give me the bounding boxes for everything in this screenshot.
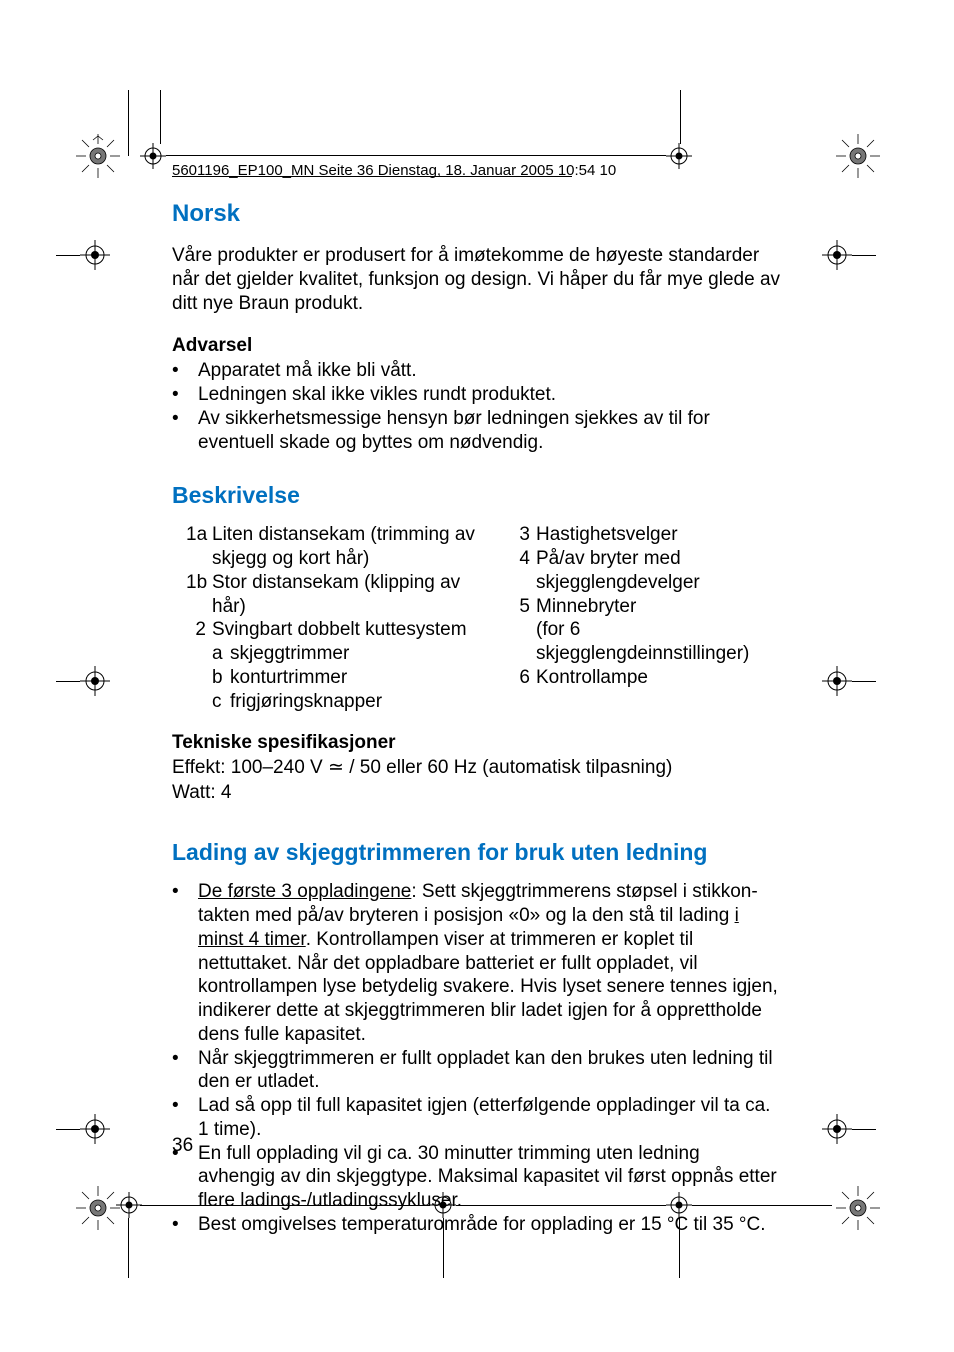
desc-num: 1a — [186, 523, 212, 571]
crop-sunburst-tl — [76, 134, 120, 183]
desc-sub-text: frigjøringsknapper — [230, 690, 382, 714]
beskrivelse-heading: Beskrivelse — [172, 482, 782, 509]
print-header: 5601196_EP100_MN Seite 36 Dienstag, 18. … — [172, 162, 616, 179]
desc-text: Svingbart dobbelt kuttesystem — [212, 618, 492, 642]
crop-sunburst-bl — [76, 1186, 120, 1235]
register-mark — [666, 143, 692, 169]
register-mark — [140, 143, 166, 169]
page-number: 36 — [172, 1135, 193, 1157]
list-item: De første 3 oppladingene: Sett skjeggtri… — [172, 880, 782, 1046]
advarsel-list: Apparatet må ikke bli vått. Ledningen sk… — [172, 359, 782, 454]
list-item: Ledningen skal ikke vikles rundt produkt… — [172, 383, 782, 407]
crop-line — [128, 1218, 129, 1278]
list-item: Av sikkerhetsmessige hensyn bør ledninge… — [172, 407, 782, 455]
crop-sunburst-tr — [836, 134, 880, 183]
list-item: Best omgivelses temperaturområde for opp… — [172, 1213, 782, 1237]
desc-num: 2 — [186, 618, 212, 642]
list-item: Apparatet må ikke bli vått. — [172, 359, 782, 383]
crop-line — [852, 1129, 876, 1130]
crop-line — [56, 1129, 80, 1130]
tekniske-block: Tekniske spesifikasjoner Effekt: 100–240… — [172, 731, 782, 805]
list-item: Lad så opp til full kapasitet igjen (ett… — [172, 1094, 782, 1142]
page-content: 5601196_EP100_MN Seite 36 Dienstag, 18. … — [172, 200, 782, 1265]
intro-paragraph: Våre produkter er produsert for å imøtek… — [172, 244, 782, 315]
register-mark — [116, 1192, 142, 1218]
desc-text: (for 6 skjegglengdeinnstillinger) — [536, 618, 780, 666]
desc-sub-letter: c — [212, 690, 230, 714]
desc-sub-letter: a — [212, 642, 230, 666]
description-columns: 1aLiten distansekam (trimming av skjegg … — [172, 523, 782, 713]
crop-line — [160, 90, 161, 144]
lading-list: De første 3 oppladingene: Sett skjeggtri… — [172, 880, 782, 1236]
desc-text: Liten distansekam (trimming av skjegg og… — [212, 523, 492, 571]
list-item: En full opplading vil gi ca. 30 minutter… — [172, 1142, 782, 1213]
tekniske-line: Effekt: 100–240 V ≃ / 50 eller 60 Hz (au… — [172, 756, 782, 781]
desc-text: Hastighetsvelger — [536, 523, 780, 547]
tekniske-line: Watt: 4 — [172, 781, 782, 806]
crop-line — [56, 681, 80, 682]
register-mark — [80, 666, 110, 696]
crop-line — [166, 155, 666, 156]
desc-sub-text: skjeggtrimmer — [230, 642, 349, 666]
desc-sub-letter: b — [212, 666, 230, 690]
desc-text: På/av bryter med skjegglengdevelger — [536, 547, 780, 595]
register-mark — [822, 1114, 852, 1144]
desc-text: Stor distansekam (klipping av hår) — [212, 571, 492, 619]
crop-line — [852, 255, 876, 256]
language-heading: Norsk — [172, 200, 782, 228]
crop-sunburst-br — [836, 1186, 880, 1235]
desc-num — [510, 618, 536, 666]
crop-line — [680, 90, 681, 144]
desc-text: Kontrollampe — [536, 666, 780, 690]
description-right-column: 3Hastighetsvelger 4På/av bryter med skje… — [510, 523, 780, 713]
register-mark — [80, 240, 110, 270]
lading-heading: Lading av skjeggtrimmeren for bruk uten … — [172, 839, 782, 866]
desc-num: 3 — [510, 523, 536, 547]
register-mark — [822, 240, 852, 270]
desc-sub-text: konturtrimmer — [230, 666, 347, 690]
desc-text: Minnebryter — [536, 595, 780, 619]
description-left-column: 1aLiten distansekam (trimming av skjegg … — [172, 523, 492, 713]
register-mark — [80, 1114, 110, 1144]
desc-num: 5 — [510, 595, 536, 619]
tekniske-heading: Tekniske spesifikasjoner — [172, 731, 782, 756]
crop-line — [852, 681, 876, 682]
desc-num: 1b — [186, 571, 212, 619]
underlined-text: De første 3 oppladingene — [198, 881, 411, 902]
list-item: Når skjeggtrimmeren er fullt oppladet ka… — [172, 1047, 782, 1095]
desc-num: 4 — [510, 547, 536, 595]
desc-num: 6 — [510, 666, 536, 690]
advarsel-heading: Advarsel — [172, 335, 782, 357]
crop-line — [56, 255, 80, 256]
crop-line — [128, 90, 129, 156]
register-mark — [822, 666, 852, 696]
